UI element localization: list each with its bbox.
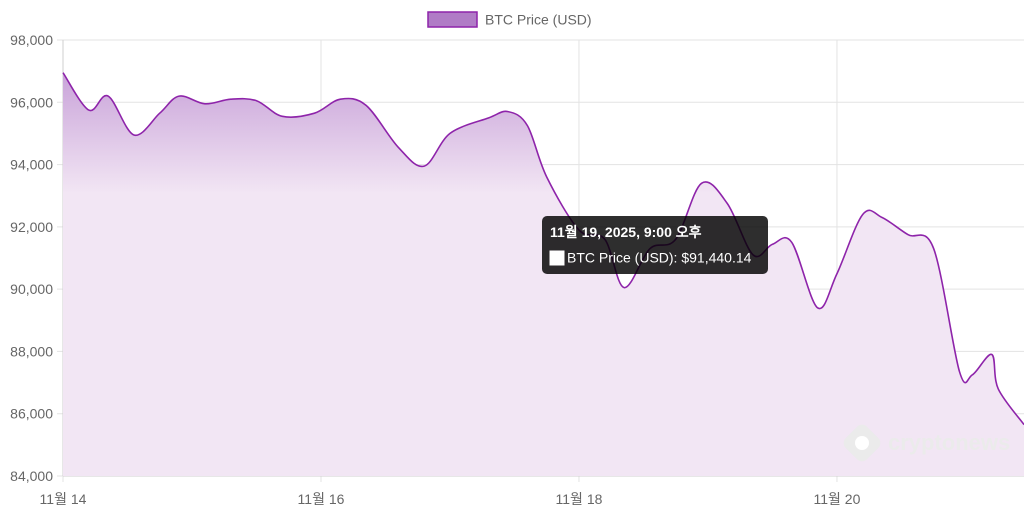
x-tick-label: 11월 14	[40, 491, 87, 507]
axes: 84,000 86,000 88,000 90,000 92,000 94,000 96,0…	[10, 32, 1024, 507]
y-tick-label: 88,000	[10, 343, 53, 359]
y-tick-label: 96,000	[10, 94, 53, 110]
cryptonews-logo-icon	[843, 424, 881, 462]
area-fill	[63, 72, 1024, 476]
y-tick-label: 98,000	[10, 32, 53, 48]
x-tick-label: 11월 20	[814, 491, 861, 507]
tooltip-title: 11월 19, 2025, 9:00 오후	[550, 224, 702, 240]
tooltip: 11월 19, 2025, 9:00 오후 BTC Price (USD): $…	[542, 216, 768, 274]
legend-swatch[interactable]	[427, 11, 478, 28]
tooltip-swatch	[549, 250, 565, 266]
watermark: cryptonews	[843, 424, 1010, 462]
y-tick-label: 94,000	[10, 157, 53, 173]
legend[interactable]: BTC Price (USD)	[427, 11, 592, 28]
tooltip-box	[542, 216, 768, 274]
watermark-text: cryptonews	[888, 430, 1010, 455]
x-tick-label: 11월 16	[298, 491, 345, 507]
x-tick-label: 11월 18	[556, 491, 603, 507]
series-area	[62, 72, 1024, 476]
y-tick-label: 86,000	[10, 406, 53, 422]
y-tick-label: 84,000	[10, 468, 53, 484]
y-tick-label: 90,000	[10, 281, 53, 297]
tooltip-label: BTC Price (USD): $91,440.14	[567, 250, 752, 266]
y-tick-label: 92,000	[10, 219, 53, 235]
legend-label[interactable]: BTC Price (USD)	[485, 12, 592, 28]
